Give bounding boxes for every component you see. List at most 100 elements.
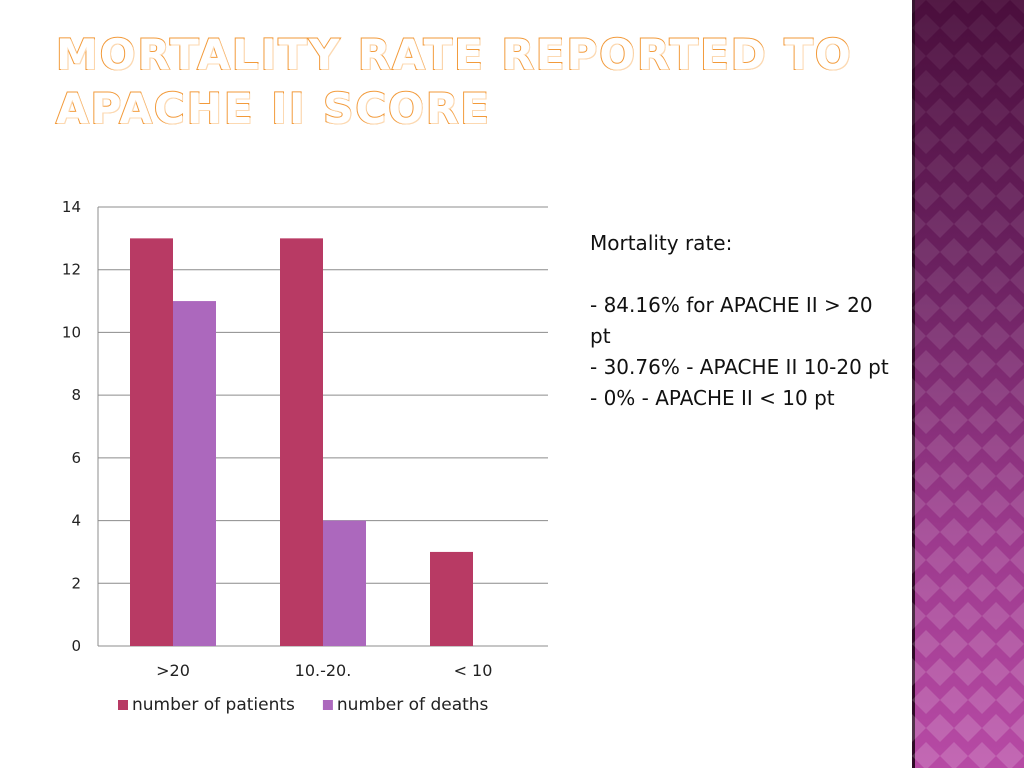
diamond-shape: [912, 490, 926, 518]
diamond-shape: [968, 14, 996, 42]
diamond-shape: [982, 714, 1010, 742]
diamond-shape: [996, 238, 1024, 266]
diamond-shape: [912, 406, 940, 434]
diamond-shape: [1010, 0, 1024, 14]
diamond-shape: [996, 126, 1024, 154]
diamond-shape: [926, 98, 954, 126]
y-tick-label: 0: [71, 637, 81, 655]
diamond-shape: [912, 126, 940, 154]
diamond-shape: [996, 294, 1024, 322]
title-line-1: Mortality rate reported to: [55, 29, 853, 80]
diamond-shape: [912, 434, 926, 462]
diamond-shape: [912, 378, 926, 406]
diamond-shape: [1010, 266, 1024, 294]
diamond-shape: [940, 14, 968, 42]
diamond-shape: [1010, 546, 1024, 574]
diamond-shape: [940, 126, 968, 154]
diamond-shape: [1010, 658, 1024, 686]
diamond-shape: [954, 658, 982, 686]
chart-canvas: 0 2 4 6 8 10 12 14 >20 10.-20. < 10 number of pat…: [62, 198, 548, 715]
diamond-shape: [940, 574, 968, 602]
diamond-shape: [1010, 42, 1024, 70]
diamond-shape: [968, 462, 996, 490]
diamond-shape: [926, 658, 954, 686]
diamond-shape: [954, 378, 982, 406]
diamond-shape: [954, 210, 982, 238]
diamond-shape: [996, 630, 1024, 658]
diamond-shape: [982, 546, 1010, 574]
diamond-shape: [926, 42, 954, 70]
diamond-shape: [1010, 98, 1024, 126]
y-tick-label: 6: [71, 449, 81, 467]
diamond-shape: [954, 42, 982, 70]
diamond-shape: [954, 434, 982, 462]
diamond-shape: [982, 434, 1010, 462]
x-tick-label: >20: [156, 661, 190, 680]
diamond-shape: [968, 518, 996, 546]
diamond-shape: [996, 14, 1024, 42]
diamond-shape: [912, 210, 926, 238]
diamond-shape: [912, 0, 926, 14]
diamond-shape: [1010, 602, 1024, 630]
mortality-note: Mortality rate: - 84.16% for APACHE II >…: [590, 228, 890, 414]
diamond-shape: [940, 350, 968, 378]
diamond-shape: [954, 154, 982, 182]
diamond-shape: [912, 602, 926, 630]
y-tick-label: 12: [62, 261, 81, 279]
diamond-shape: [968, 294, 996, 322]
diamond-shape: [982, 658, 1010, 686]
diamond-shape: [982, 0, 1010, 14]
diamond-shape: [954, 0, 982, 14]
diamond-shape: [982, 266, 1010, 294]
diamond-shape: [912, 714, 926, 742]
diamond-shape: [912, 686, 940, 714]
diamond-shape: [1010, 714, 1024, 742]
diamond-shape: [912, 182, 940, 210]
note-heading: Mortality rate:: [590, 231, 733, 255]
diamond-shape: [912, 518, 940, 546]
diamond-shape: [1010, 210, 1024, 238]
bars: [130, 238, 473, 646]
legend-label: number of patients: [132, 695, 295, 715]
diamond-shape: [954, 490, 982, 518]
diamond-shape: [912, 546, 926, 574]
diamond-shape: [1010, 154, 1024, 182]
diamond-shape: [940, 406, 968, 434]
diamond-shape: [912, 266, 926, 294]
y-tick-label: 8: [71, 386, 81, 404]
diamond-shape: [926, 154, 954, 182]
diamond-shape: [954, 322, 982, 350]
diamond-shape: [968, 630, 996, 658]
x-axis-ticks: >20 10.-20. < 10: [156, 661, 492, 680]
diamond-shape: [940, 686, 968, 714]
diamond-shape: [954, 546, 982, 574]
diamond-shape: [926, 434, 954, 462]
diamond-shape: [912, 630, 940, 658]
diamond-shape: [912, 658, 926, 686]
diamond-shape: [968, 70, 996, 98]
diamond-shape: [996, 182, 1024, 210]
diamond-shape: [912, 14, 940, 42]
bar-patients: [430, 551, 473, 646]
diamond-shape: [926, 714, 954, 742]
diamond-shape: [954, 98, 982, 126]
y-tick-label: 4: [71, 512, 81, 530]
diamond-shape: [926, 0, 954, 14]
bar-patients: [130, 238, 173, 646]
bar-deaths: [323, 520, 366, 646]
diamond-shape: [982, 490, 1010, 518]
diamond-shape: [926, 210, 954, 238]
diamond-shape: [968, 686, 996, 714]
legend: number of patients number of deaths: [118, 695, 489, 715]
diamond-shape: [996, 574, 1024, 602]
diamond-shape: [912, 238, 940, 266]
slide-title: Mortality rate reported to APACHE II sco…: [55, 28, 896, 136]
diamond-shape: [968, 182, 996, 210]
diamond-shape: [926, 266, 954, 294]
diamond-shape: [982, 42, 1010, 70]
diamond-shape: [982, 322, 1010, 350]
diamond-shape: [968, 238, 996, 266]
bar-patients: [280, 238, 323, 646]
diamond-shape: [996, 686, 1024, 714]
diamond-shape: [926, 378, 954, 406]
